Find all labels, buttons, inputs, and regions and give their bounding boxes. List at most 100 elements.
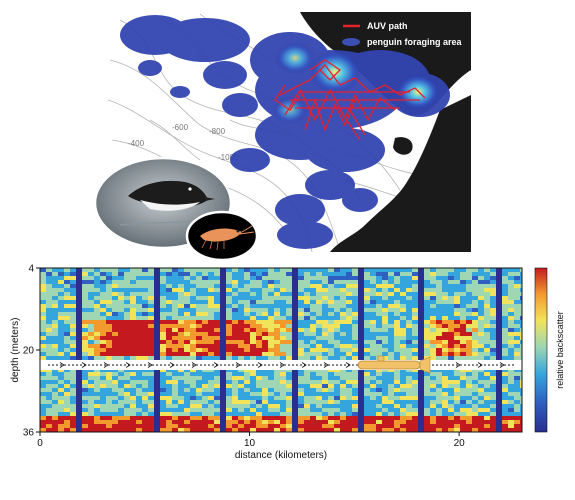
heatmap-cell <box>40 384 47 389</box>
heatmap-cell <box>388 344 395 349</box>
heatmap-cell <box>448 336 455 341</box>
heatmap-cell <box>328 352 335 357</box>
heatmap-cell <box>40 320 47 325</box>
heatmap-cell <box>322 348 329 353</box>
heatmap-cell <box>424 308 431 313</box>
heatmap-cell <box>70 420 77 425</box>
heatmap-cell <box>46 312 53 317</box>
heatmap-cell <box>250 412 257 417</box>
heatmap-cell <box>106 332 113 337</box>
heatmap-cell <box>46 424 53 429</box>
heatmap-cell <box>394 420 401 425</box>
heatmap-cell <box>148 336 155 341</box>
heatmap-cell <box>358 356 365 361</box>
heatmap-cell <box>388 356 395 361</box>
heatmap-cell <box>46 384 53 389</box>
heatmap-cell <box>106 376 113 381</box>
heatmap-cell <box>472 320 479 325</box>
heatmap-cell <box>196 316 203 321</box>
heatmap-cell <box>280 388 287 393</box>
heatmap-cell <box>376 320 383 325</box>
heatmap-cell <box>370 276 377 281</box>
heatmap-cell <box>208 404 215 409</box>
heatmap-cell <box>394 336 401 341</box>
heatmap-cell <box>58 424 65 429</box>
heatmap-cell <box>262 316 269 321</box>
heatmap-cell <box>64 336 71 341</box>
heatmap-cell <box>46 388 53 393</box>
heatmap-cell <box>112 408 119 413</box>
heatmap-cell <box>256 268 263 273</box>
heatmap-cell <box>448 372 455 377</box>
heatmap-cell <box>148 292 155 297</box>
track-arrow <box>147 362 153 368</box>
heatmap-cell <box>304 340 311 345</box>
x-tick-label: 0 <box>37 438 43 449</box>
heatmap-cell <box>508 312 515 317</box>
heatmap-cell <box>244 392 251 397</box>
heatmap-cell <box>268 340 275 345</box>
heatmap-cell <box>376 336 383 341</box>
heatmap-cell <box>172 376 179 381</box>
heatmap-cell <box>154 392 161 397</box>
heatmap-cell <box>316 336 323 341</box>
heatmap-cell <box>208 276 215 281</box>
heatmap-cell <box>304 284 311 289</box>
heatmap-cell <box>112 308 119 313</box>
heatmap-cell <box>502 276 509 281</box>
heatmap-cell <box>70 428 77 432</box>
heatmap-cell <box>364 408 371 413</box>
heatmap-cell <box>202 276 209 281</box>
heatmap-cell <box>58 408 65 413</box>
heatmap-cell <box>292 332 299 337</box>
heatmap-cell <box>316 372 323 377</box>
heatmap-cell <box>226 384 233 389</box>
heatmap-cell <box>364 276 371 281</box>
heatmap-cell <box>454 420 461 425</box>
heatmap-cell <box>364 368 371 373</box>
heatmap-cell <box>208 320 215 325</box>
heatmap-cell <box>136 304 143 309</box>
heatmap-cell <box>268 380 275 385</box>
heatmap-cell <box>220 352 227 357</box>
heatmap-cell <box>454 268 461 273</box>
heatmap-cell <box>508 384 515 389</box>
heatmap-cell <box>190 312 197 317</box>
heatmap-cell <box>184 300 191 305</box>
heatmap-cell <box>202 292 209 297</box>
heatmap-cell <box>340 408 347 413</box>
heatmap-cell <box>118 396 125 401</box>
heatmap-cell <box>148 372 155 377</box>
heatmap-cell <box>310 372 317 377</box>
heatmap-cell <box>418 272 425 277</box>
heatmap-cell <box>118 340 125 345</box>
heatmap-cell <box>280 380 287 385</box>
heatmap-cell <box>364 404 371 409</box>
heatmap-cell <box>322 416 329 421</box>
heatmap-cell <box>466 388 473 393</box>
heatmap-cell <box>388 340 395 345</box>
heatmap-cell <box>418 428 425 432</box>
heatmap-cell <box>334 396 341 401</box>
heatmap-cell <box>484 368 491 373</box>
heatmap-cell <box>274 340 281 345</box>
heatmap-cell <box>112 348 119 353</box>
heatmap-cell <box>94 372 101 377</box>
heatmap-cell <box>220 412 227 417</box>
heatmap-cell <box>304 352 311 357</box>
heatmap-cell <box>262 336 269 341</box>
heatmap-cell <box>226 280 233 285</box>
heatmap-cell <box>136 328 143 333</box>
heatmap-cell <box>328 428 335 432</box>
heatmap-cell <box>400 320 407 325</box>
heatmap-cell <box>202 268 209 273</box>
heatmap-cell <box>208 280 215 285</box>
heatmap-cell <box>52 348 59 353</box>
heatmap-cell <box>64 276 71 281</box>
heatmap-cell <box>70 380 77 385</box>
heatmap-cell <box>184 420 191 425</box>
heatmap-cell <box>244 404 251 409</box>
heatmap-cell <box>52 328 59 333</box>
heatmap-cell <box>208 340 215 345</box>
colorbar <box>534 267 548 433</box>
